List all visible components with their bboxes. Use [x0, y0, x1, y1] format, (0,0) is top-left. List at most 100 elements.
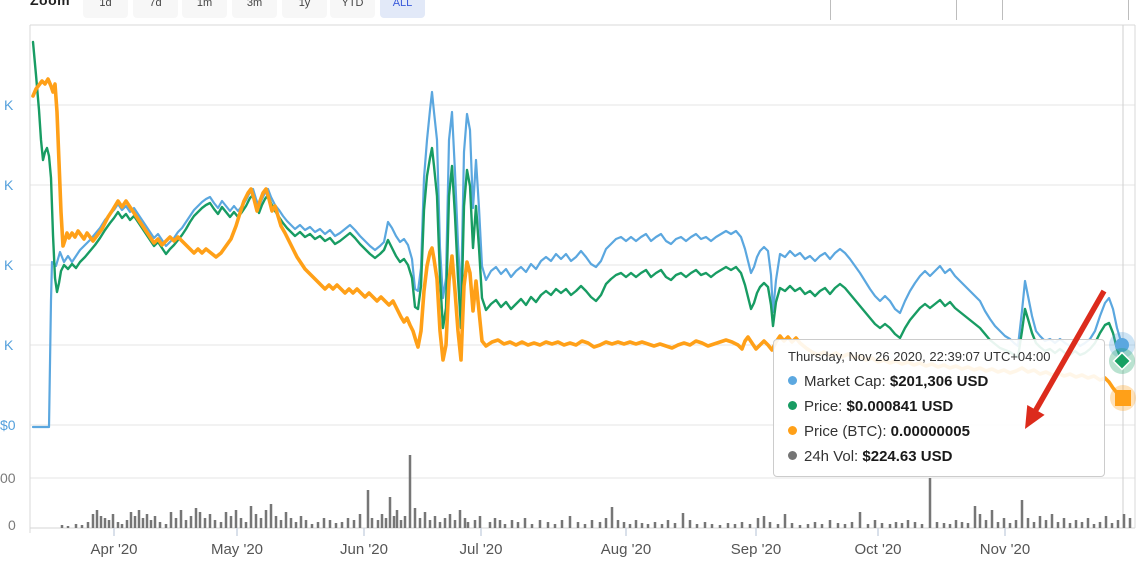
- volume-bar: [1068, 523, 1072, 528]
- month-label: Aug '20: [600, 541, 652, 558]
- volume-bar: [239, 518, 243, 528]
- volume-bar: [274, 516, 278, 528]
- price-axis-label: $0: [0, 417, 16, 433]
- volume-bar: [703, 522, 707, 528]
- tooltip-rows: Market Cap: $201,306 USD Price: $0.000841…: [788, 369, 1090, 469]
- volume-bar: [498, 520, 502, 528]
- volume-bar: [289, 518, 293, 528]
- volume-bar: [523, 518, 527, 528]
- volume-bar: [1092, 524, 1096, 528]
- volume-bar: [954, 520, 958, 528]
- volume-bar: [646, 524, 650, 528]
- volume-bar: [403, 516, 407, 528]
- volume-bar: [103, 518, 107, 528]
- volume-bar: [1110, 523, 1114, 528]
- volume-bar: [510, 520, 514, 528]
- volume-bar: [798, 525, 802, 528]
- volume-bar: [973, 506, 977, 528]
- volume-bar: [634, 520, 638, 528]
- volume-bar: [1080, 522, 1084, 528]
- range-button-1d[interactable]: 1d: [83, 0, 128, 18]
- tooltip-date: Thursday, Nov 26 2020, 22:39:07 UTC+04:0…: [788, 349, 1051, 364]
- volume-bar: [269, 504, 273, 528]
- range-button-1y[interactable]: 1y: [282, 0, 327, 18]
- range-button-7d[interactable]: 7d: [133, 0, 178, 18]
- volume-bar: [894, 522, 898, 528]
- date-to-input[interactable]: [1002, 0, 1129, 20]
- volume-bar: [996, 522, 1000, 528]
- range-button-all[interactable]: ALL: [380, 0, 425, 18]
- volume-bar: [873, 520, 877, 528]
- volume-bar: [423, 512, 427, 528]
- volume-bar: [418, 518, 422, 528]
- tooltip-row-value: 0.00000005: [890, 423, 970, 440]
- volume-bar: [203, 518, 207, 528]
- month-label: Jul '20: [459, 541, 503, 558]
- tooltip-row-label: 24h Vol:: [804, 448, 863, 465]
- volume-bar: [322, 518, 326, 528]
- volume-bar: [125, 520, 129, 528]
- volume-bar: [942, 523, 946, 528]
- volume-bar: [99, 516, 103, 528]
- volume-bar: [229, 516, 233, 528]
- price-axis-label: K: [4, 257, 14, 273]
- volume-bar: [920, 524, 924, 528]
- volume-bar: [264, 510, 268, 528]
- date-from-input[interactable]: [830, 0, 957, 20]
- volume-bar: [553, 524, 557, 528]
- volume-bar: [299, 516, 303, 528]
- volume-bar: [530, 524, 534, 528]
- chart-toolbar: Zoom 1d 7d 1m 3m 1y YTD ALL: [0, 0, 1137, 20]
- volume-bar: [813, 522, 817, 528]
- price-axis-label: K: [4, 337, 14, 353]
- volume-bar: [622, 522, 626, 528]
- volume-bar: [384, 518, 388, 528]
- volume-bar: [141, 518, 145, 528]
- range-button-ytd[interactable]: YTD: [330, 0, 375, 18]
- volume-bar: [219, 522, 223, 528]
- volume-bar: [189, 516, 193, 528]
- range-button-3m[interactable]: 3m: [232, 0, 277, 18]
- volume-bar: [568, 516, 572, 528]
- volume-bar: [1062, 518, 1066, 528]
- volume-bar: [279, 520, 283, 528]
- volume-bar: [443, 518, 447, 528]
- series-line-market-cap: [31, 90, 1124, 429]
- price-axis-label: K: [4, 97, 14, 113]
- volume-bar: [493, 518, 497, 528]
- volume-bar: [1050, 514, 1054, 528]
- volume-bar: [590, 520, 594, 528]
- volume-bar: [1074, 520, 1078, 528]
- volume-bar: [304, 520, 308, 528]
- volume-bar: [249, 506, 253, 528]
- volume-bar: [107, 520, 111, 528]
- volume-bar: [790, 523, 794, 528]
- volume-bar: [174, 518, 178, 528]
- volume-bar: [640, 523, 644, 528]
- volume-bar: [710, 524, 714, 528]
- volume-bar: [244, 522, 248, 528]
- volume-bar: [60, 525, 64, 528]
- series-dot-icon: [788, 376, 797, 385]
- volume-bar: [408, 455, 412, 528]
- volume-bar: [224, 512, 228, 528]
- volume-bar: [1056, 522, 1060, 528]
- volume-bar: [516, 522, 520, 528]
- marker-circle: [1115, 338, 1129, 352]
- volume-bar: [756, 518, 760, 528]
- volume-bar: [366, 490, 370, 528]
- volume-bar: [488, 522, 492, 528]
- volume-bar: [688, 520, 692, 528]
- month-label: Oct '20: [854, 541, 902, 558]
- tooltip-row-value: $0.000841 USD: [846, 398, 954, 415]
- volume-bar: [695, 524, 699, 528]
- range-button-1m[interactable]: 1m: [182, 0, 227, 18]
- volume-bar: [234, 510, 238, 528]
- volume-bar: [806, 524, 810, 528]
- volume-bar: [346, 518, 350, 528]
- volume-bar: [466, 522, 470, 528]
- volume-bar: [673, 523, 677, 528]
- volume-bar: [984, 520, 988, 528]
- volume-bar: [310, 524, 314, 528]
